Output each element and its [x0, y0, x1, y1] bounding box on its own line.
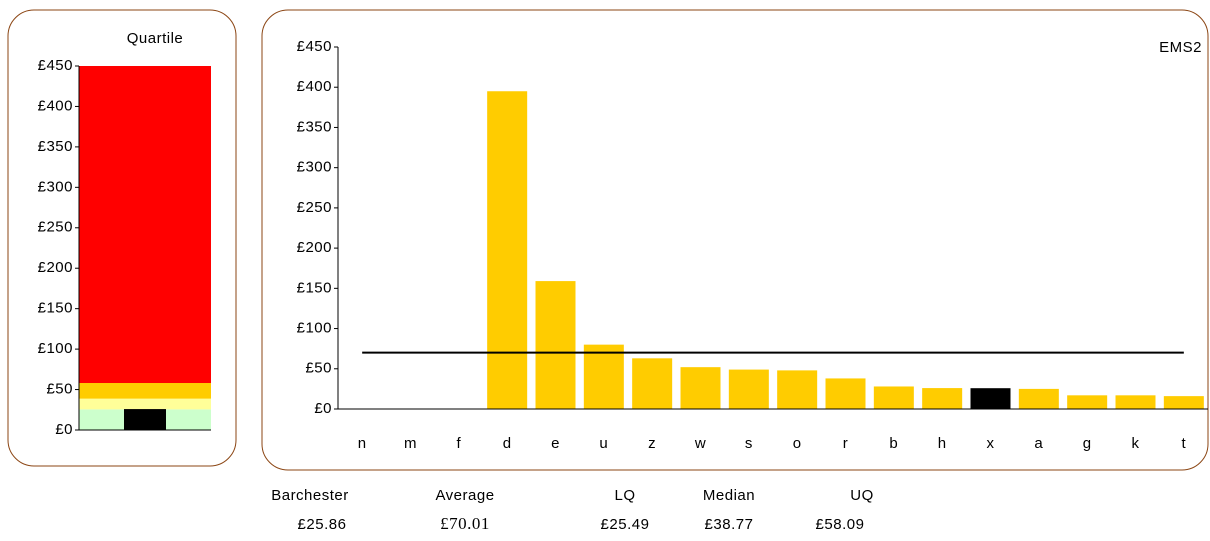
bar	[1018, 388, 1059, 409]
y-tick-label: £300	[38, 178, 73, 195]
y-tick-label: £400	[38, 97, 73, 114]
x-tick-label: w	[694, 435, 706, 452]
y-tick-label: £0	[314, 400, 332, 417]
y-tick-label: £400	[297, 78, 332, 95]
bar	[632, 358, 673, 409]
summary-value: £25.86	[298, 516, 347, 533]
summary-label: LQ	[614, 487, 635, 504]
summary-label: Median	[703, 487, 755, 504]
x-tick-label: f	[456, 435, 461, 452]
bar	[1115, 395, 1156, 409]
y-tick-label: £200	[38, 259, 73, 276]
summary-label: Barchester	[271, 487, 349, 504]
bar	[680, 367, 721, 409]
y-tick-label: £100	[297, 320, 332, 337]
chart-title: Quartile	[127, 30, 184, 47]
y-tick-label: £250	[38, 219, 73, 236]
x-tick-label: s	[745, 435, 753, 452]
summary-value: £70.01	[440, 514, 490, 533]
y-tick-label: £150	[297, 279, 332, 296]
bar	[873, 386, 914, 409]
x-tick-label: n	[358, 435, 367, 452]
x-tick-label: k	[1132, 435, 1140, 452]
segment	[79, 383, 211, 399]
y-tick-label: £50	[46, 381, 73, 398]
y-tick-label: £50	[305, 360, 332, 377]
segment	[79, 66, 211, 384]
x-tick-label: o	[793, 435, 802, 452]
bar	[1067, 395, 1108, 409]
y-tick-label: £250	[297, 199, 332, 216]
summary-value: £58.09	[816, 516, 865, 533]
y-tick-label: £450	[38, 57, 73, 74]
marker	[124, 409, 166, 430]
y-tick-label: £200	[297, 239, 332, 256]
chart-title: EMS2	[1159, 39, 1202, 56]
bar	[583, 344, 624, 409]
bar	[970, 388, 1011, 409]
segment	[79, 398, 211, 410]
x-tick-label: x	[987, 435, 995, 452]
summary-label: Average	[435, 487, 494, 504]
summary-label: UQ	[850, 487, 874, 504]
y-tick-label: £0	[55, 421, 73, 438]
x-tick-label: z	[648, 435, 656, 452]
summary-value: £25.49	[601, 516, 650, 533]
bar	[728, 369, 769, 409]
y-tick-label: £300	[297, 159, 332, 176]
x-tick-label: m	[404, 435, 417, 452]
bar	[825, 378, 866, 409]
bar	[1163, 396, 1204, 409]
bar	[922, 388, 963, 409]
x-tick-label: d	[503, 435, 512, 452]
x-tick-label: e	[551, 435, 560, 452]
x-tick-label: u	[599, 435, 608, 452]
y-tick-label: £150	[38, 300, 73, 317]
x-tick-label: b	[889, 435, 898, 452]
x-tick-label: g	[1083, 435, 1092, 452]
x-tick-label: r	[843, 435, 849, 452]
y-tick-label: £350	[38, 138, 73, 155]
bar	[777, 370, 818, 409]
x-tick-label: t	[1181, 435, 1186, 452]
y-tick-label: £450	[297, 38, 332, 55]
bar	[535, 281, 576, 409]
bar	[487, 91, 528, 409]
x-tick-label: h	[938, 435, 947, 452]
summary-value: £38.77	[705, 516, 754, 533]
y-tick-label: £350	[297, 118, 332, 135]
x-tick-label: a	[1034, 435, 1043, 452]
y-tick-label: £100	[38, 340, 73, 357]
